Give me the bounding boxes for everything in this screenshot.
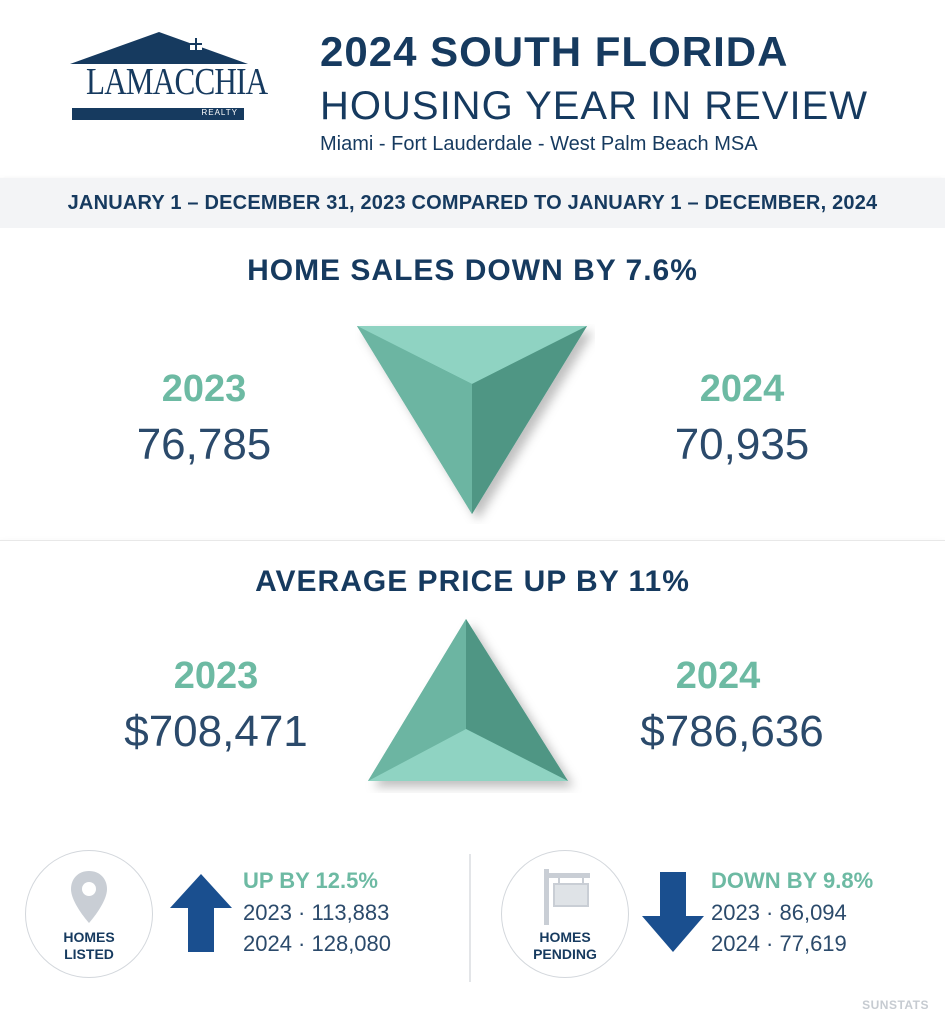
header: LAMACCHIA REALTY 2024 SOUTH FLORIDA HOUS… — [0, 0, 945, 178]
logo-subtitle: REALTY — [201, 108, 238, 117]
homes-listed-label-line2: LISTED — [64, 946, 114, 962]
home-sales-value-2024: 70,935 — [674, 420, 810, 469]
page-title: 2024 SOUTH FLORIDA — [320, 28, 789, 75]
home-sales-panel: HOME SALES DOWN BY 7.6% 2023 76,785 2024… — [0, 228, 945, 540]
lamacchia-logo: LAMACCHIA REALTY — [70, 30, 268, 122]
homes-pending-2023: 2023 · 86,094 — [711, 900, 847, 925]
date-range-band: JANUARY 1 – DECEMBER 31, 2023 COMPARED T… — [0, 178, 945, 228]
homes-listed-badge: HOMES LISTED — [25, 850, 153, 978]
arrow-down-icon — [642, 872, 704, 952]
homes-listed-2024: 2024 · 128,080 — [243, 931, 392, 956]
average-price-year-2023: 2023 — [173, 655, 259, 697]
arrow-up-icon — [170, 874, 232, 952]
homes-listed-label-line1: HOMES — [63, 929, 115, 945]
down-pyramid-icon — [357, 326, 587, 514]
homes-pending-headline: DOWN BY 9.8% — [711, 868, 874, 893]
homes-pending-label-line2: PENDING — [533, 946, 597, 962]
homes-pending-label-line1: HOMES — [539, 929, 591, 945]
homes-pending-label: HOMES PENDING — [502, 929, 628, 963]
logo-wordmark: LAMACCHIA — [86, 61, 268, 103]
home-sales-title: HOME SALES DOWN BY 7.6% — [247, 254, 698, 287]
house-roof-icon — [70, 32, 248, 64]
location-pin-icon — [71, 871, 107, 923]
home-sales-value-2023: 76,785 — [136, 420, 272, 469]
home-sales-year-2024: 2024 — [699, 368, 785, 410]
average-price-year-2024: 2024 — [675, 655, 761, 697]
real-estate-sign-icon — [544, 869, 590, 925]
region-label: Miami - Fort Lauderdale - West Palm Beac… — [320, 133, 758, 155]
date-range-text: JANUARY 1 – DECEMBER 31, 2023 COMPARED T… — [67, 191, 878, 214]
average-price-value-2023: $708,471 — [124, 707, 308, 756]
average-price-value-2024: $786,636 — [640, 707, 824, 756]
logo-bar: REALTY — [72, 108, 244, 120]
section-divider — [469, 854, 471, 982]
average-price-title: AVERAGE PRICE UP BY 11% — [255, 565, 690, 598]
homes-pending-badge: HOMES PENDING — [501, 850, 629, 978]
home-sales-year-2023: 2023 — [161, 368, 247, 410]
homes-listed-2023: 2023 · 113,883 — [243, 900, 390, 925]
homes-pending-2024: 2024 · 77,619 — [711, 931, 847, 956]
homes-listed-headline: UP BY 12.5% — [243, 868, 378, 893]
up-pyramid-icon — [368, 619, 568, 781]
listing-stats-section: HOMES LISTED UP BY 12.5% 2023 · 113,883 … — [0, 812, 945, 1024]
homes-listed-label: HOMES LISTED — [26, 929, 152, 963]
page-subtitle: HOUSING YEAR IN REVIEW — [320, 84, 869, 128]
source-credit: SUNSTATS — [862, 998, 929, 1012]
average-price-panel: AVERAGE PRICE UP BY 11% 2023 $708,471 20… — [0, 540, 945, 812]
